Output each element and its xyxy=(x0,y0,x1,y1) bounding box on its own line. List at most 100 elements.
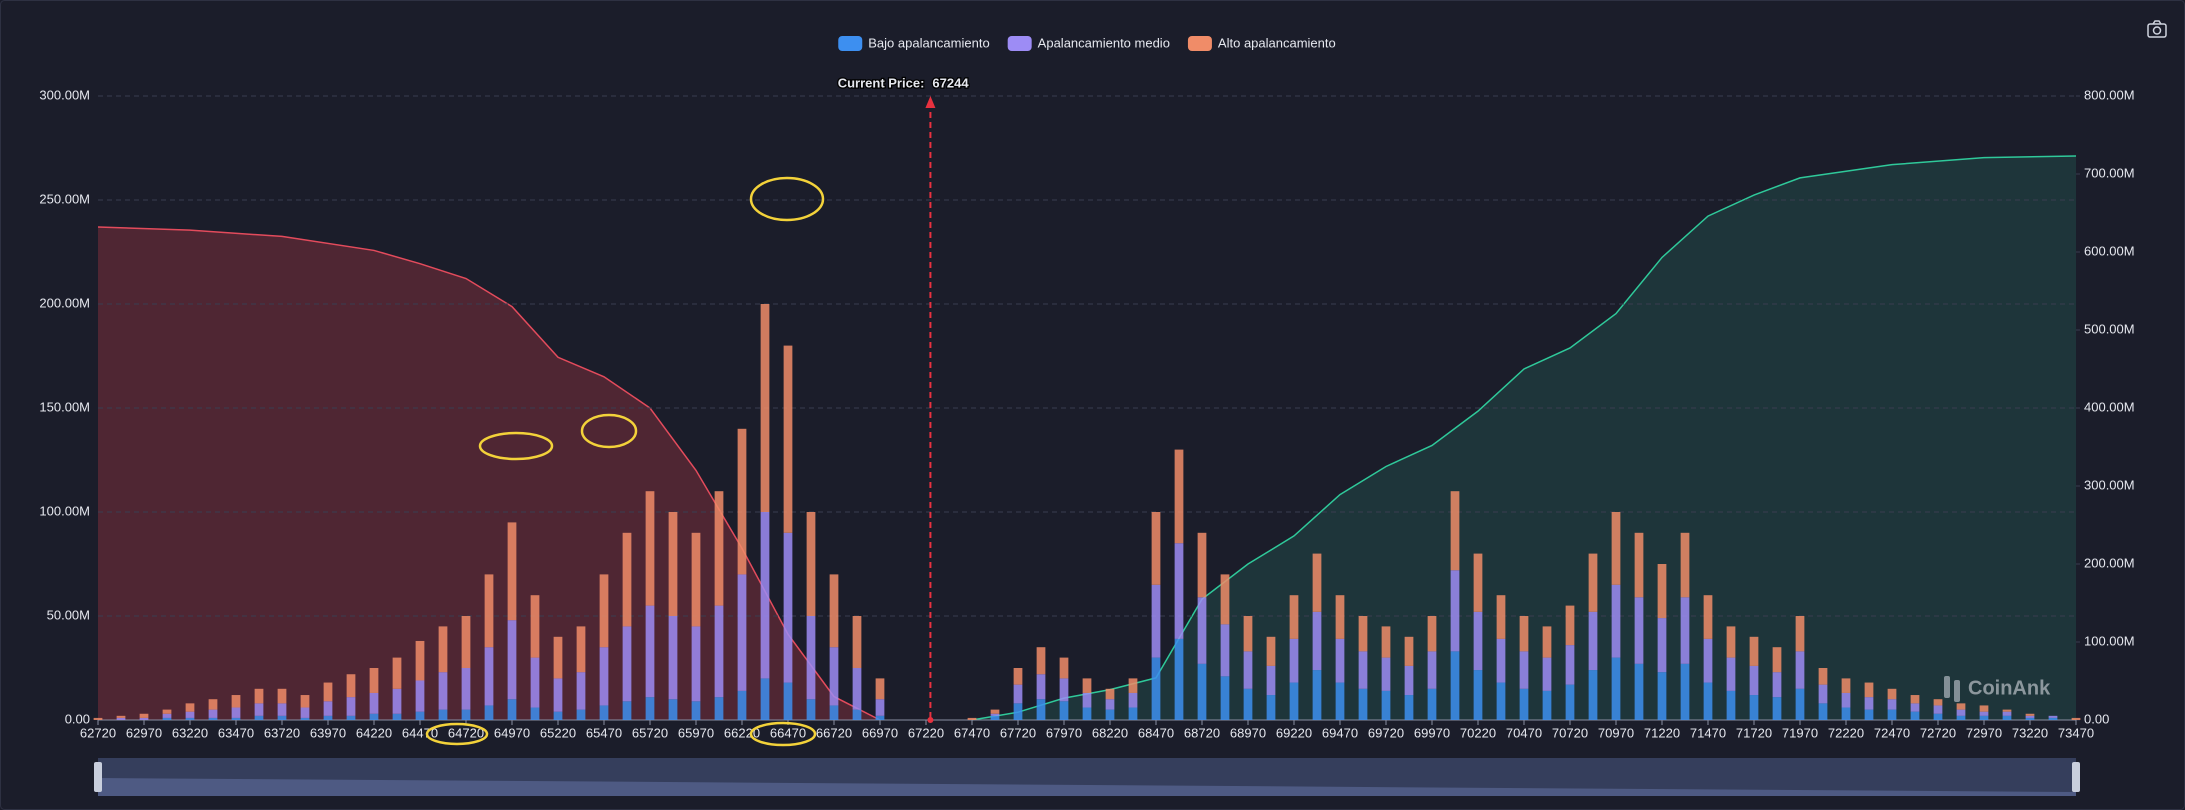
bar xyxy=(300,695,310,708)
x-tick-label: 68720 xyxy=(1184,725,1220,740)
slider-window[interactable] xyxy=(98,758,2076,796)
bar xyxy=(668,616,678,700)
bar xyxy=(576,709,586,720)
bar xyxy=(1335,638,1345,683)
highlight-circle xyxy=(478,431,554,461)
bar xyxy=(1082,707,1092,720)
bar xyxy=(1841,678,1851,693)
bar xyxy=(461,668,471,710)
bar xyxy=(1519,688,1529,720)
bar xyxy=(1473,611,1483,671)
x-tick-label: 70720 xyxy=(1552,725,1588,740)
x-tick-label: 66720 xyxy=(816,725,852,740)
bar xyxy=(185,711,195,718)
legend-item[interactable]: Bajo apalancamiento xyxy=(838,35,990,51)
bar xyxy=(829,574,839,648)
data-zoom-slider[interactable] xyxy=(94,758,2080,796)
bar xyxy=(1197,597,1207,664)
bar xyxy=(875,715,885,720)
bar xyxy=(1726,690,1736,720)
bar xyxy=(576,626,586,673)
bar xyxy=(231,695,241,708)
bar xyxy=(1887,688,1897,700)
bar xyxy=(2025,717,2035,720)
bar xyxy=(1680,663,1690,720)
bar xyxy=(1358,616,1368,652)
x-tick-label: 64220 xyxy=(356,725,392,740)
bar xyxy=(231,707,241,718)
bar xyxy=(1243,651,1253,689)
bar xyxy=(162,709,172,714)
bar xyxy=(1013,668,1023,685)
x-tick-label: 64970 xyxy=(494,725,530,740)
bar xyxy=(1473,670,1483,720)
bar xyxy=(691,532,701,627)
bar xyxy=(1864,682,1874,698)
bar xyxy=(691,701,701,720)
slider-handle-left[interactable] xyxy=(94,762,102,792)
bar xyxy=(323,715,333,720)
bar xyxy=(553,711,563,720)
bar xyxy=(622,626,632,702)
legend-item[interactable]: Apalancamiento medio xyxy=(1007,35,1170,51)
bar xyxy=(1404,636,1414,666)
bar xyxy=(507,620,517,700)
bar xyxy=(2002,711,2012,716)
bar xyxy=(1565,645,1575,685)
bar xyxy=(1151,657,1161,720)
bar xyxy=(1427,651,1437,689)
bar xyxy=(1289,595,1299,639)
bar xyxy=(1059,657,1069,679)
bar xyxy=(1795,651,1805,689)
watermark-logo xyxy=(1944,676,1950,698)
y2-tick-label: 600.00M xyxy=(2084,243,2135,258)
camera-body[interactable] xyxy=(2147,23,2167,38)
bar xyxy=(1634,532,1644,598)
bar xyxy=(875,699,885,716)
bar xyxy=(1128,707,1138,720)
bar xyxy=(553,678,563,712)
bar xyxy=(346,697,356,716)
bar xyxy=(1910,695,1920,704)
bar xyxy=(1933,705,1943,714)
legend-item[interactable]: Alto apalancamiento xyxy=(1187,35,1336,51)
bar xyxy=(1381,690,1391,720)
bar xyxy=(1818,668,1828,685)
x-tick-label: 68220 xyxy=(1092,725,1128,740)
bar xyxy=(162,717,172,720)
bar xyxy=(1979,711,1989,716)
camera-lens[interactable] xyxy=(2152,26,2162,35)
bar xyxy=(1611,512,1621,585)
x-tick-label: 67470 xyxy=(954,725,990,740)
camera-icon[interactable] xyxy=(2147,20,2167,38)
bar xyxy=(277,715,287,720)
y2-tick-label: 400.00M xyxy=(2084,399,2135,414)
legend-text: Bajo apalancamiento xyxy=(868,35,989,50)
bar xyxy=(1174,449,1184,544)
bar xyxy=(1082,692,1092,708)
bar xyxy=(760,512,770,679)
bar xyxy=(1105,699,1115,710)
bar xyxy=(2048,715,2058,718)
bar xyxy=(1634,597,1644,664)
x-tick-label: 72720 xyxy=(1920,725,1956,740)
bar xyxy=(415,640,425,681)
bar xyxy=(1473,553,1483,612)
bar xyxy=(254,688,264,704)
y2-tick-label: 200.00M xyxy=(2084,555,2135,570)
slider-handle-right[interactable] xyxy=(2072,762,2080,792)
bar xyxy=(1036,674,1046,700)
legend-text: Apalancamiento medio xyxy=(1038,35,1170,50)
bar xyxy=(760,678,770,720)
x-tick-label: 66470 xyxy=(770,725,806,740)
bar xyxy=(1726,657,1736,691)
bar xyxy=(806,699,816,720)
camera-top[interactable] xyxy=(2152,20,2162,25)
y-tick-label: 100.00M xyxy=(39,503,90,518)
bar xyxy=(1634,663,1644,720)
bar xyxy=(1450,651,1460,720)
bar xyxy=(1266,695,1276,720)
bar xyxy=(1749,695,1759,720)
cumulative-line xyxy=(97,226,881,721)
